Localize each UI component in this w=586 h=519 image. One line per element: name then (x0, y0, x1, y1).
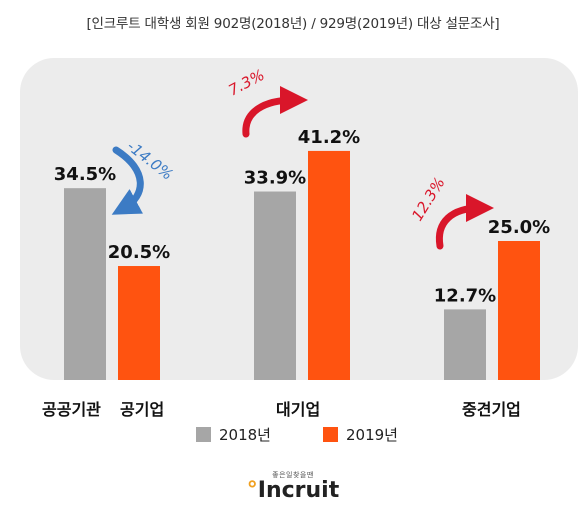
change-arrow-up-icon (242, 86, 308, 138)
incruit-logo: 좋은일찾을땐 °Incruit (0, 470, 586, 503)
category-label-mid: 중견기업 (462, 400, 521, 419)
change-label-large: 7.3% (225, 66, 267, 100)
logo-brand-text: Incruit (257, 478, 340, 503)
data-label-대기업-2018년: 33.9% (244, 168, 306, 189)
legend-label-2019: 2019년 (345, 426, 398, 444)
category-label-public: 공공기관 (42, 400, 101, 419)
bar-공공기관-2018년 (64, 188, 106, 380)
category-label-large: 대기업 (276, 400, 321, 419)
bar-대기업-2019년 (308, 150, 350, 380)
chart-legend: 2018년 2019년 (196, 424, 450, 445)
data-label-중견기업-2019년: 25.0% (488, 217, 550, 238)
category-label-pubcorp: 공기업 (120, 400, 165, 419)
data-label-대기업-2019년: 41.2% (298, 127, 360, 148)
bar-대기업-2018년 (254, 191, 296, 380)
logo-mark-icon: ° (246, 478, 258, 503)
legend-label-2018: 2018년 (219, 426, 271, 444)
chart-header: [인크루트 대학생 회원 902명(2018년) / 929명(2019년) 대… (86, 16, 500, 32)
change-label-mid: 12.3% (408, 174, 449, 224)
legend-swatch-2019 (322, 427, 338, 442)
logo-tagline: 좋은일찾을땐 (272, 471, 314, 479)
bar-공기업-2019년 (118, 266, 160, 380)
legend-item-2019: 2019년 (322, 424, 398, 445)
legend-swatch-2018 (196, 427, 211, 442)
data-label-공기업-2019년: 20.5% (108, 242, 170, 263)
logo-brand: °Incruit (0, 478, 586, 503)
bar-중견기업-2019년 (498, 241, 540, 380)
data-label-공공기관-2018년: 34.5% (54, 164, 116, 185)
data-label-중견기업-2018년: 12.7% (434, 285, 496, 306)
legend-item-2018: 2018년 (196, 424, 271, 445)
change-arrow-up-mid-icon (435, 194, 494, 250)
bar-중견기업-2018년 (444, 309, 486, 380)
change-arrow-down-icon (111, 146, 144, 215)
